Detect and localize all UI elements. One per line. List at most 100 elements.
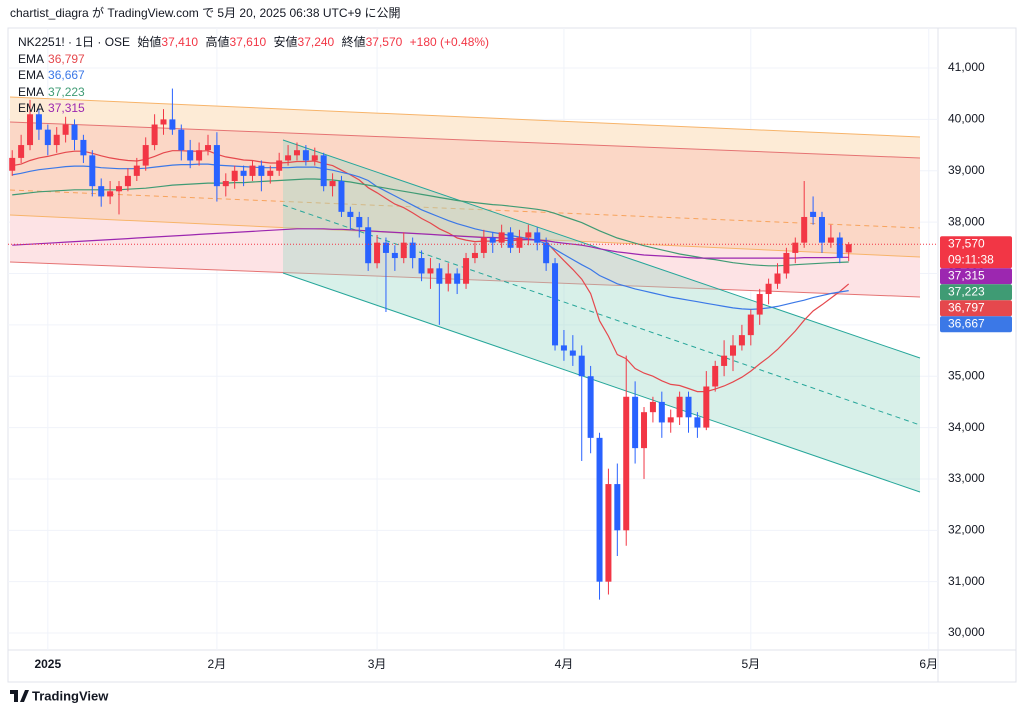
candle-body xyxy=(836,237,843,259)
candle-body xyxy=(169,119,176,130)
y-tick-label: 41,000 xyxy=(948,60,985,74)
ema-line xyxy=(12,178,849,267)
candle-body xyxy=(560,345,567,351)
candle-body xyxy=(623,396,630,531)
channel-line xyxy=(282,272,921,493)
candle-body xyxy=(89,155,96,187)
candle-body xyxy=(258,165,265,176)
channel-band xyxy=(10,122,920,257)
price-tag xyxy=(940,284,1012,301)
candle-body xyxy=(445,273,452,284)
ohlc-label: 始値 xyxy=(137,35,162,49)
y-tick-label: 31,000 xyxy=(948,574,985,588)
candle-body xyxy=(329,181,336,187)
change: +180 (+0.48%) xyxy=(409,35,490,49)
candle-body xyxy=(133,165,140,176)
candle-body xyxy=(765,283,772,295)
symbol: NK2251! · 1日 · OSE xyxy=(18,35,131,49)
candle-body xyxy=(578,355,585,377)
candle-body xyxy=(18,145,25,158)
countdown: 09:11:38 xyxy=(948,252,994,266)
candle-body xyxy=(587,376,594,438)
candle-body xyxy=(418,258,425,274)
candle-body xyxy=(142,145,149,166)
ema-line xyxy=(12,163,849,311)
price-tag xyxy=(940,236,1012,269)
candle-body xyxy=(667,417,674,423)
candle-body xyxy=(98,186,105,197)
candle-body xyxy=(71,124,78,140)
candle-body xyxy=(632,396,639,449)
y-tick-label: 34,000 xyxy=(948,420,985,434)
legend-row: EMA 36,667 xyxy=(18,67,493,84)
candle-body xyxy=(730,345,737,356)
x-tick-label: 3月 xyxy=(368,657,387,671)
candle-body xyxy=(436,268,443,284)
ema-line xyxy=(12,228,849,259)
candle-body xyxy=(116,186,123,192)
candle-body xyxy=(543,242,550,264)
legend-value: 36,797 xyxy=(48,51,85,66)
legend-value: 37,223 xyxy=(48,84,85,99)
candle-body xyxy=(827,237,834,243)
y-tick-label: 33,000 xyxy=(948,471,985,485)
candle-body xyxy=(845,244,852,253)
legend-row: EMA 37,315 xyxy=(18,100,493,117)
candle-body xyxy=(44,129,51,146)
candle-body xyxy=(614,484,621,531)
candle-body xyxy=(160,119,167,125)
price-tag xyxy=(940,268,1012,285)
ohlc-value: 37,570 xyxy=(365,35,403,49)
y-tick-label: 38,000 xyxy=(948,214,985,228)
candle-body xyxy=(9,157,16,171)
channels xyxy=(9,96,921,493)
candle-body xyxy=(382,242,389,253)
candle-body xyxy=(400,242,407,259)
candle-body xyxy=(124,175,131,187)
candle-body xyxy=(276,160,283,171)
candle-body xyxy=(552,263,559,346)
ohlc-value: 37,610 xyxy=(229,35,267,49)
candle-body xyxy=(338,181,345,212)
candle-body xyxy=(35,114,42,130)
x-tick-label: 5月 xyxy=(741,657,760,671)
candle-body xyxy=(756,294,763,315)
footer-brand: TradingView xyxy=(32,688,109,703)
candle-body xyxy=(454,273,461,284)
candle-body xyxy=(489,237,496,243)
price-tag-label: 37,570 xyxy=(948,236,985,250)
channel-band xyxy=(10,97,920,158)
candle-body xyxy=(498,232,505,243)
candle-body xyxy=(641,412,648,449)
price-tag xyxy=(940,300,1012,317)
logo: TradingView xyxy=(10,688,109,703)
legend-name: EMA xyxy=(18,101,45,115)
candle-body xyxy=(409,242,416,259)
candle-body xyxy=(107,191,114,197)
candle-body xyxy=(712,365,719,387)
candle-body xyxy=(196,150,203,161)
y-tick-label: 39,000 xyxy=(948,163,985,177)
header: chartist_diagra が TradingView.com で 5月 2… xyxy=(10,5,401,20)
x-tick-label: 2月 xyxy=(208,657,227,671)
candle-body xyxy=(178,129,185,151)
channel-mid xyxy=(9,189,921,229)
candle-body xyxy=(792,242,799,253)
ohlc-label: 高値 xyxy=(205,35,230,49)
candle-body xyxy=(810,211,817,217)
candle-body xyxy=(747,314,754,336)
candle-body xyxy=(187,150,194,161)
legend-row: EMA 37,223 xyxy=(18,84,493,101)
candle-body xyxy=(525,232,532,238)
candle-body xyxy=(801,216,808,243)
ohlc-label: 終値 xyxy=(341,35,366,49)
candle-body xyxy=(818,216,825,243)
y-tick-label: 40,000 xyxy=(948,112,985,126)
candle-body xyxy=(302,150,309,161)
channel-line xyxy=(9,121,921,159)
candle-body xyxy=(649,401,656,413)
candle-body xyxy=(605,484,612,582)
candle-body xyxy=(783,252,790,274)
